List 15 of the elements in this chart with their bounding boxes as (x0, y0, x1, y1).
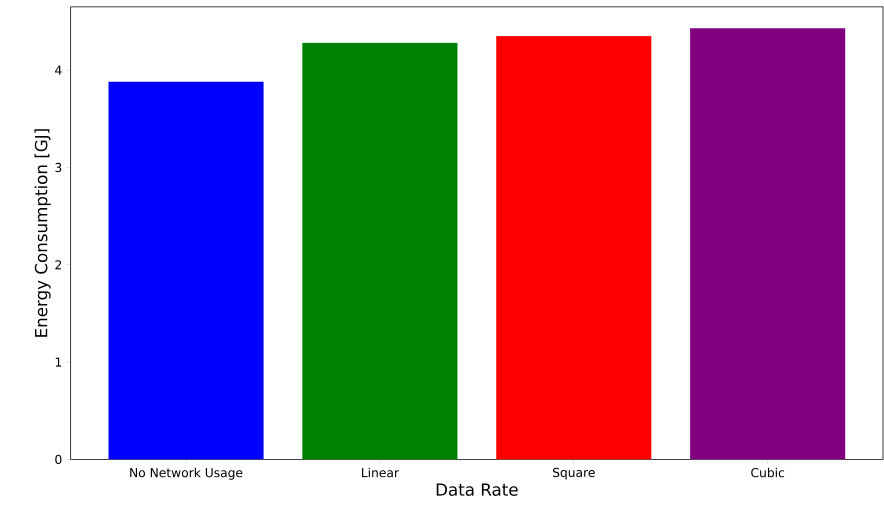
x-tick-label: Cubic (751, 468, 784, 478)
y-tick-label: 4 (55, 66, 62, 75)
bar (108, 82, 264, 460)
bar (496, 36, 652, 460)
y-tick-label: 1 (56, 358, 62, 367)
bar (302, 43, 458, 460)
y-axis-title: Energy Consumption [GJ] (34, 129, 51, 337)
x-tick-label: Square (552, 468, 595, 480)
x-tick-label: Linear (362, 468, 399, 478)
y-tick-label: 0 (55, 454, 62, 464)
y-tick-label: 3 (55, 162, 62, 172)
y-tick-label: 2 (55, 260, 62, 270)
bar (690, 28, 846, 460)
x-tick-label: No Network Usage (130, 468, 242, 480)
x-axis-title: Data Rate (436, 484, 518, 496)
